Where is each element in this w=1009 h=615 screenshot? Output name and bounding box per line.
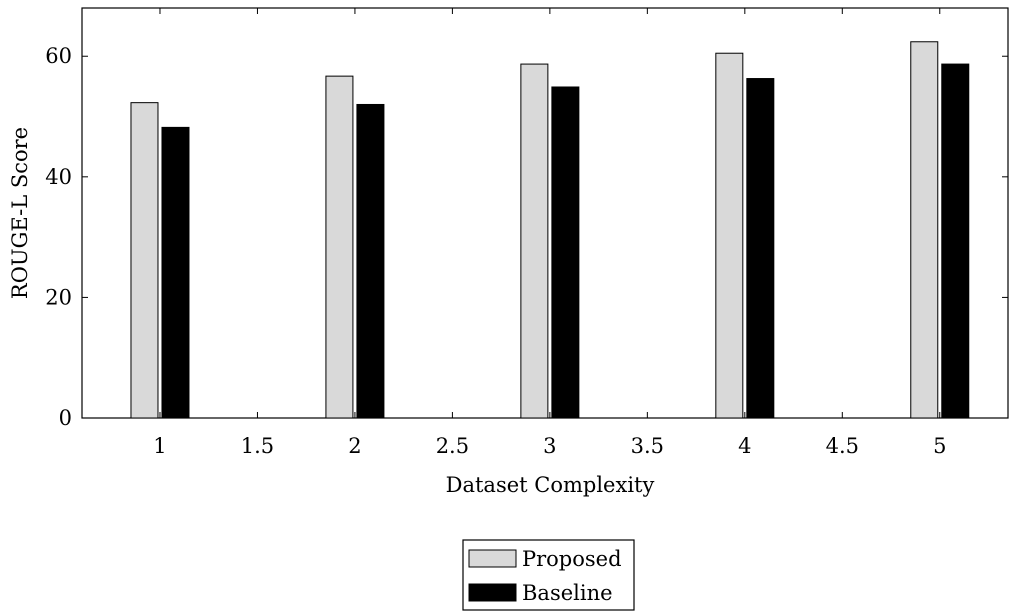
x-tick-label: 1.5	[241, 434, 274, 458]
legend: Proposed Baseline	[462, 539, 635, 611]
y-tick-label: 20	[45, 285, 72, 309]
bar-baseline-2	[356, 103, 385, 419]
legend-label-proposed: Proposed	[522, 547, 622, 571]
x-axis-title: Dataset Complexity	[446, 473, 655, 497]
legend-swatch-proposed	[468, 549, 517, 568]
bar-proposed-2	[325, 75, 354, 419]
bars	[130, 41, 970, 419]
bar-proposed-5	[910, 41, 939, 419]
x-tick-label: 1	[153, 434, 166, 458]
y-axis-title: ROUGE-L Score	[8, 127, 32, 299]
x-ticks: 1 1.5 2 2.5 3 3.5 4 4.5 5	[153, 8, 946, 458]
x-tick-label: 3	[543, 434, 556, 458]
x-tick-label: 5	[933, 434, 946, 458]
legend-swatch-baseline	[468, 583, 517, 602]
y-tick-label: 40	[45, 165, 72, 189]
bar-baseline-1	[161, 126, 190, 419]
bar-proposed-1	[130, 102, 159, 419]
x-tick-label: 2.5	[436, 434, 469, 458]
y-tick-label: 0	[59, 406, 72, 430]
x-tick-label: 2	[348, 434, 361, 458]
x-tick-label: 4.5	[826, 434, 859, 458]
x-tick-label: 3.5	[631, 434, 664, 458]
y-tick-label: 60	[45, 44, 72, 68]
bar-baseline-4	[746, 78, 775, 419]
bar-baseline-3	[551, 86, 580, 419]
bar-baseline-5	[941, 63, 970, 419]
bar-proposed-4	[715, 52, 744, 419]
legend-label-baseline: Baseline	[522, 581, 613, 605]
x-tick-label: 4	[738, 434, 751, 458]
y-ticks: 0 20 40 60	[45, 44, 1008, 430]
bar-proposed-3	[520, 63, 549, 419]
